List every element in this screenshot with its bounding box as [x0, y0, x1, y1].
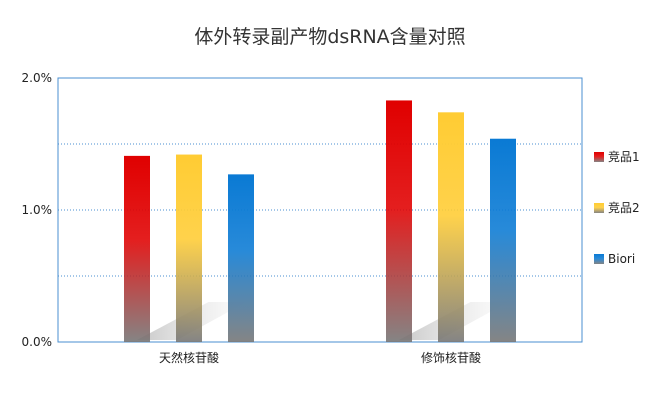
x-category-label: 天然核苷酸: [159, 350, 219, 365]
x-category-label: 修饰核苷酸: [421, 350, 481, 365]
y-tick-label: 2.0%: [22, 71, 53, 85]
bar-0-0: [124, 155, 150, 342]
x-axis-categories: 天然核苷酸 修饰核苷酸: [159, 350, 481, 365]
bars: [124, 100, 516, 342]
bar-1-2: [490, 138, 516, 342]
bar-1-0: [386, 100, 412, 342]
bar-0-1: [176, 154, 202, 342]
bar-0-2: [228, 174, 254, 342]
chart-title: 体外转录副产物dsRNA含量对照: [194, 26, 465, 48]
legend-swatch: [594, 203, 604, 213]
y-axis-ticks: 0.0% 1.0% 2.0%: [22, 71, 53, 349]
legend-swatch: [594, 254, 604, 264]
legend-swatch: [594, 152, 604, 162]
legend-label: Biori: [608, 252, 635, 266]
legend: 竞品1 竞品2 Biori: [594, 150, 640, 266]
legend-label: 竞品2: [608, 201, 640, 215]
legend-label: 竞品1: [608, 150, 640, 164]
bar-1-1: [438, 112, 464, 342]
y-tick-label: 0.0%: [22, 335, 53, 349]
y-tick-label: 1.0%: [22, 203, 53, 217]
